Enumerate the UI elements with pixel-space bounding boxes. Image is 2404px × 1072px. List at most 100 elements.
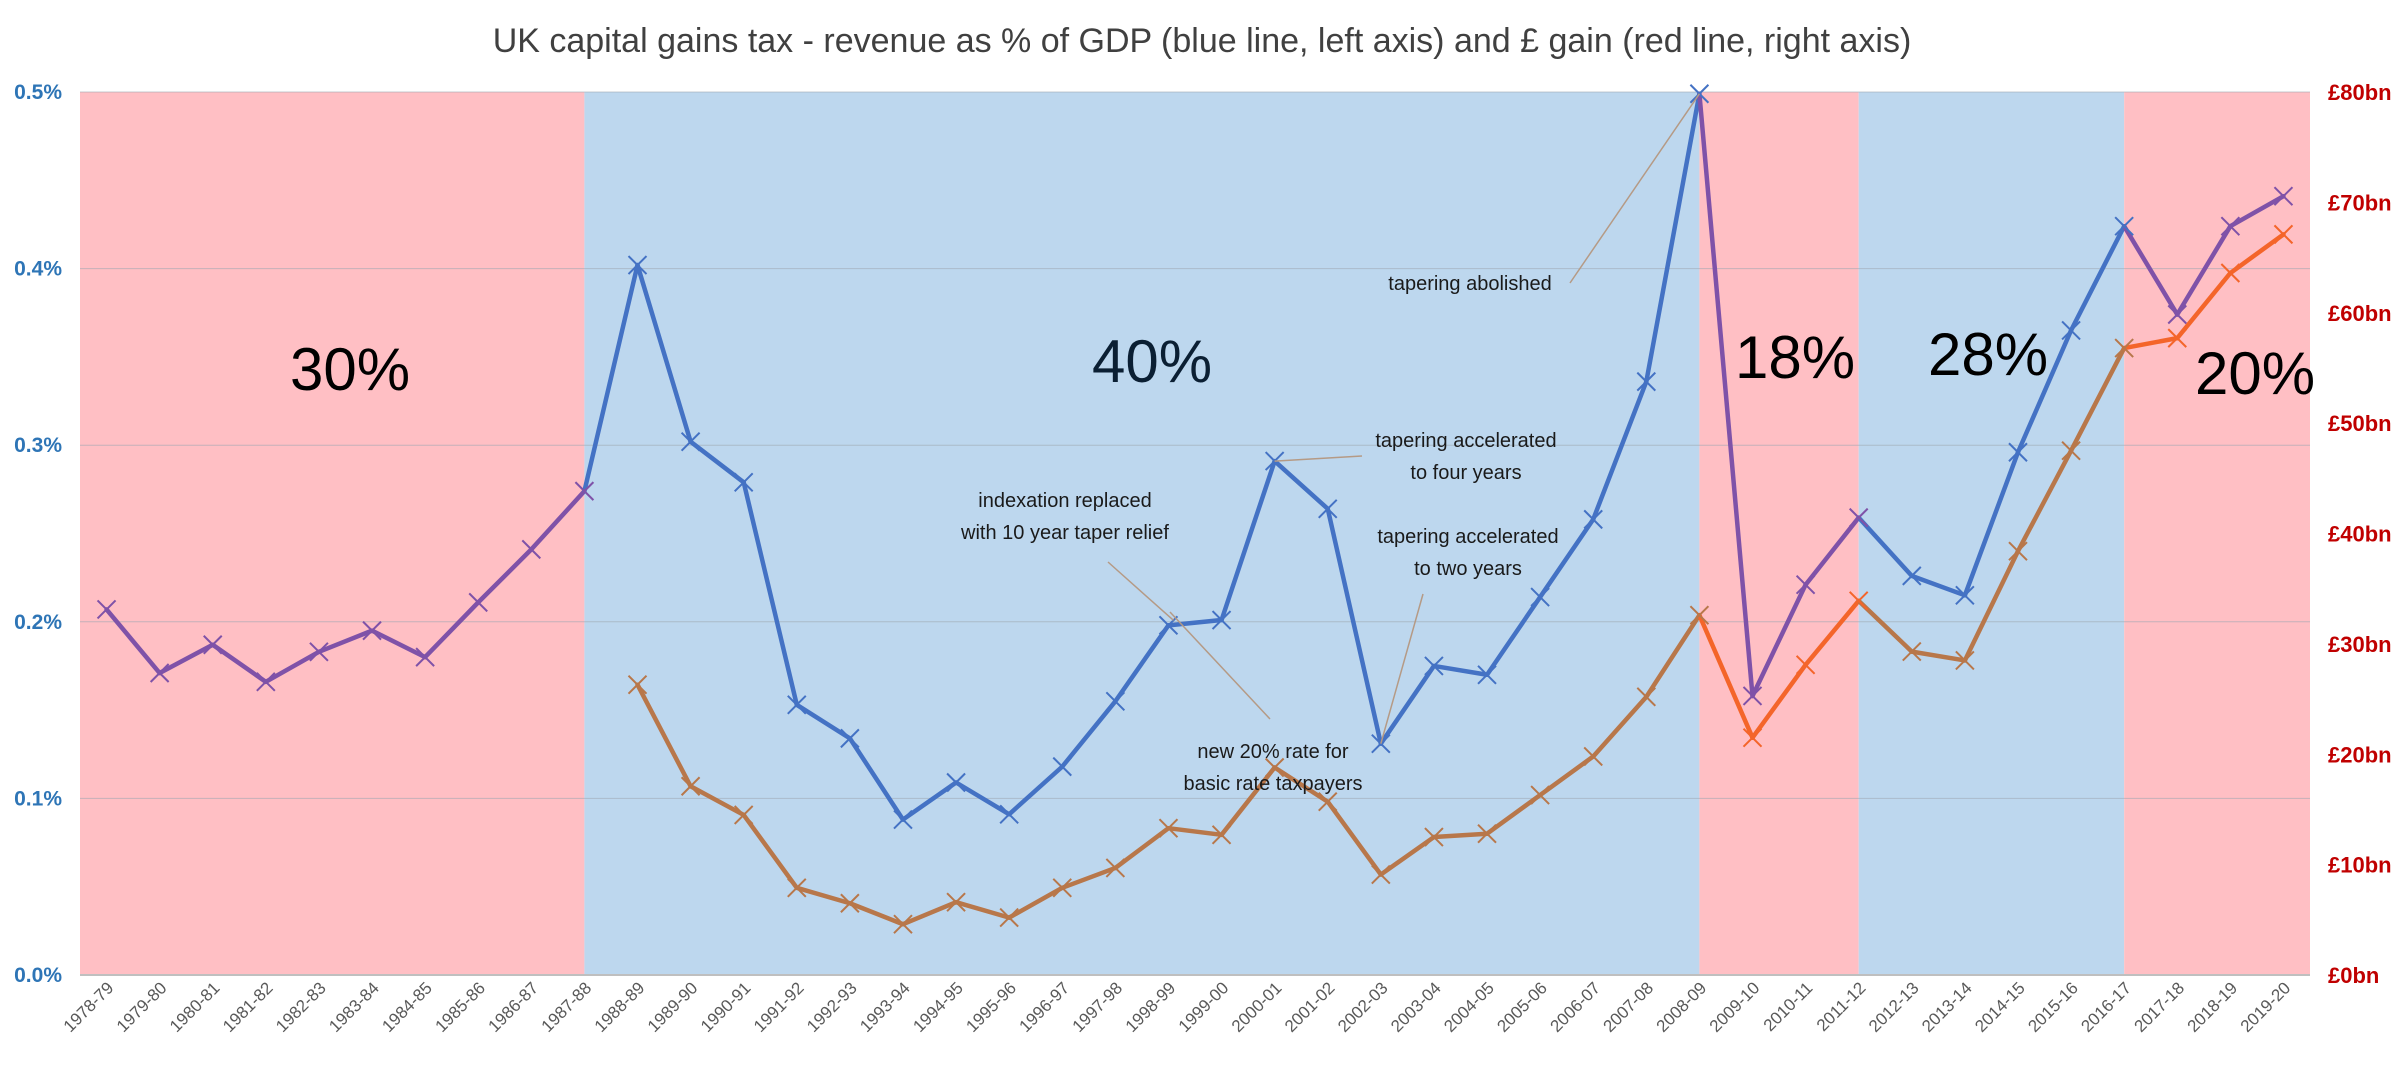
annotation-leader-1	[1274, 455, 1363, 462]
series-1-segment	[741, 812, 800, 891]
series-1-point	[2061, 441, 2081, 461]
annotation-text-3: tapering accelerated	[1377, 526, 1558, 548]
series-1-point	[1424, 827, 1444, 847]
series-0-point	[680, 431, 701, 452]
x-tick-label: 1988-89	[591, 978, 649, 1036]
rate-band-3	[1858, 92, 2125, 975]
annotation-text-4: new 20% rate for	[1197, 741, 1349, 763]
x-tick-label: 1984-85	[378, 978, 436, 1036]
x-tick-label: 2006-07	[1546, 978, 1604, 1036]
right-tick-label: £80bn	[2328, 80, 2392, 105]
x-tick-label: 2014-15	[1971, 978, 2029, 1036]
series-0-point	[203, 635, 223, 655]
series-0-point	[2167, 304, 2187, 325]
series-1-segment	[2228, 232, 2286, 276]
series-0-segment	[104, 607, 162, 676]
x-tick-label: 1978-79	[60, 978, 118, 1036]
right-tick-label: £50bn	[2328, 411, 2392, 436]
series-1-segment	[1060, 865, 1118, 891]
series-0-segment	[1697, 91, 1755, 699]
annotation-text-4: basic rate taxpayers	[1184, 773, 1363, 795]
left-tick-label: 0.4%	[14, 258, 62, 281]
series-0-segment	[688, 439, 746, 485]
series-1-segment	[1006, 885, 1065, 920]
chart-title: UK capital gains tax - revenue as % of G…	[493, 22, 1912, 60]
series-0-point	[1583, 509, 1603, 530]
series-0-point	[521, 539, 542, 560]
series-0-point	[2220, 216, 2241, 236]
series-0-segment	[2175, 223, 2233, 317]
series-1-segment	[953, 899, 1012, 920]
series-1-point	[1371, 864, 1391, 885]
x-tick-label: 1982-83	[272, 978, 330, 1036]
series-0-point	[2114, 216, 2134, 236]
series-1-point	[2114, 338, 2134, 358]
left-tick-label: 0.2%	[14, 611, 62, 634]
series-0-segment	[1909, 573, 1968, 598]
series-0-point	[999, 804, 1019, 825]
series-0-point	[309, 642, 329, 662]
series-1-segment	[1644, 612, 1702, 700]
series-0-point	[2061, 320, 2081, 341]
series-0-point	[149, 663, 170, 683]
x-tick-label: 1998-99	[1122, 978, 1180, 1036]
x-tick-label: 1995-96	[962, 978, 1020, 1036]
rate-band-label-3: 28%	[1928, 321, 2048, 388]
x-tick-label: 1989-90	[644, 978, 702, 1036]
series-1-point	[787, 878, 807, 898]
x-tick-label: 1996-97	[1016, 978, 1074, 1036]
x-tick-label: 1987-88	[538, 978, 596, 1036]
series-markers	[96, 84, 2294, 934]
x-tick-label: 2000-01	[1228, 978, 1286, 1036]
rate-bands: 30% 40% 18% 28% 20%	[80, 92, 2315, 975]
series-0-point	[415, 647, 435, 667]
x-tick-label: 2016-17	[2077, 978, 2135, 1036]
series-1-segment	[1537, 754, 1596, 798]
rate-band-label-1: 40%	[1092, 328, 1212, 395]
right-tick-label: £20bn	[2328, 742, 2392, 767]
x-tick-label: 2008-09	[1653, 978, 1711, 1036]
series-1-point	[1636, 687, 1657, 707]
series-0-point	[1211, 610, 1232, 630]
series-1-segment	[1750, 662, 1808, 740]
series-0-point	[733, 472, 754, 492]
annotations: tapering abolished tapering accelerated to…	[960, 93, 1701, 795]
series-1-point	[1105, 858, 1126, 878]
series-1-point	[2273, 224, 2294, 245]
series-1-point	[1158, 818, 1179, 838]
series-0-segment	[900, 780, 959, 822]
series-0-point	[1052, 756, 1072, 777]
annotation-text-1: tapering accelerated	[1375, 430, 1556, 452]
series-0-segment	[1962, 450, 2021, 598]
series-1-segment	[1113, 825, 1171, 871]
series-0-segment	[794, 702, 853, 741]
series-0-point	[946, 772, 966, 793]
series-1-segment	[1378, 834, 1437, 877]
series-1-segment	[1484, 792, 1543, 836]
x-tick-label: 2001-02	[1281, 978, 1339, 1036]
annotation-text-0: tapering abolished	[1388, 273, 1551, 295]
series-0-segment	[263, 649, 322, 685]
series-1-point	[1477, 824, 1497, 844]
series-0-segment	[210, 642, 269, 685]
x-tick-label: 1999-00	[1175, 978, 1233, 1036]
x-tick-label: 2019-20	[2237, 978, 2295, 1036]
annotation-leader-4	[1169, 611, 1271, 720]
right-axis: £0bn £10bn £20bn £30bn £40bn £50bn £60bn £70bn £…	[2328, 80, 2392, 988]
series-1-segment	[688, 784, 746, 818]
series-0-point	[840, 728, 860, 749]
series-0-point	[893, 809, 913, 830]
x-tick-label: 2013-14	[1918, 978, 1976, 1036]
series-1-point	[1530, 785, 1550, 805]
rate-band-0	[80, 92, 585, 975]
series-0-point	[627, 255, 648, 275]
series-0-segment	[1060, 699, 1118, 769]
left-tick-label: 0.3%	[14, 434, 62, 457]
x-tick-label: 2002-03	[1334, 978, 1392, 1036]
series-1-point	[1689, 605, 1710, 625]
annotation-text-2: with 10 year taper relief	[960, 522, 1169, 544]
series-0-segment	[1219, 458, 1277, 623]
x-tick-label: 2017-18	[2131, 978, 2189, 1036]
series-0-segment	[1803, 515, 1861, 587]
